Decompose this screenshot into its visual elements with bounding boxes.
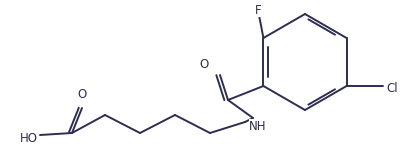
Text: F: F bbox=[255, 3, 261, 17]
Text: HO: HO bbox=[20, 132, 38, 144]
Text: NH: NH bbox=[249, 119, 267, 132]
Text: O: O bbox=[200, 58, 208, 71]
Text: O: O bbox=[78, 88, 86, 102]
Text: Cl: Cl bbox=[386, 81, 398, 95]
